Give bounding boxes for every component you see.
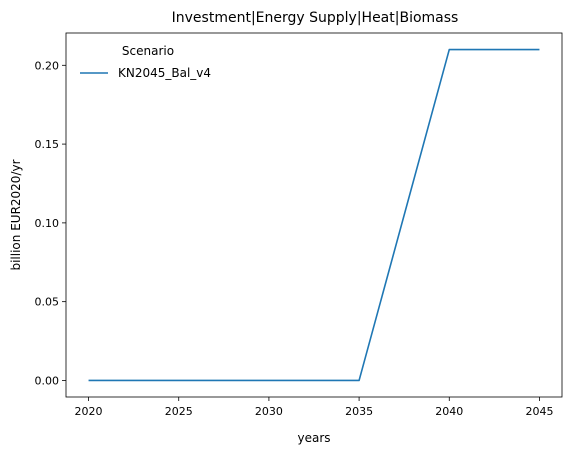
x-tick-label: 2040 xyxy=(435,405,463,418)
x-tick-label: 2045 xyxy=(525,405,553,418)
x-axis-label: years xyxy=(297,431,330,445)
y-tick-label: 0.20 xyxy=(35,59,60,72)
y-tick-label: 0.15 xyxy=(35,138,60,151)
plot-frame xyxy=(65,32,563,398)
y-tick-label: 0.00 xyxy=(35,374,60,387)
x-tick-label: 2035 xyxy=(345,405,373,418)
series-line xyxy=(88,48,540,382)
legend-title: Scenario xyxy=(122,44,174,58)
x-tick-label: 2030 xyxy=(255,405,283,418)
chart-title: Investment|Energy Supply|Heat|Biomass xyxy=(172,10,459,26)
legend-entries: KN2045_Bal_v4 xyxy=(80,66,211,80)
plot-area xyxy=(65,32,563,398)
y-axis: 0.00 0.05 0.10 0.15 0.20 xyxy=(35,59,66,387)
x-tick-label: 2020 xyxy=(75,405,103,418)
y-axis-label: billion EUR2020/yr xyxy=(9,159,23,270)
legend-label: KN2045_Bal_v4 xyxy=(118,66,211,80)
x-tick-label: 2025 xyxy=(165,405,193,418)
series-layer xyxy=(88,48,540,382)
y-tick-label: 0.10 xyxy=(35,217,60,230)
y-tick-label: 0.05 xyxy=(35,296,60,309)
legend: Scenario KN2045_Bal_v4 xyxy=(80,44,211,80)
x-axis: 2020 2025 2030 2035 2040 2045 xyxy=(75,397,553,418)
